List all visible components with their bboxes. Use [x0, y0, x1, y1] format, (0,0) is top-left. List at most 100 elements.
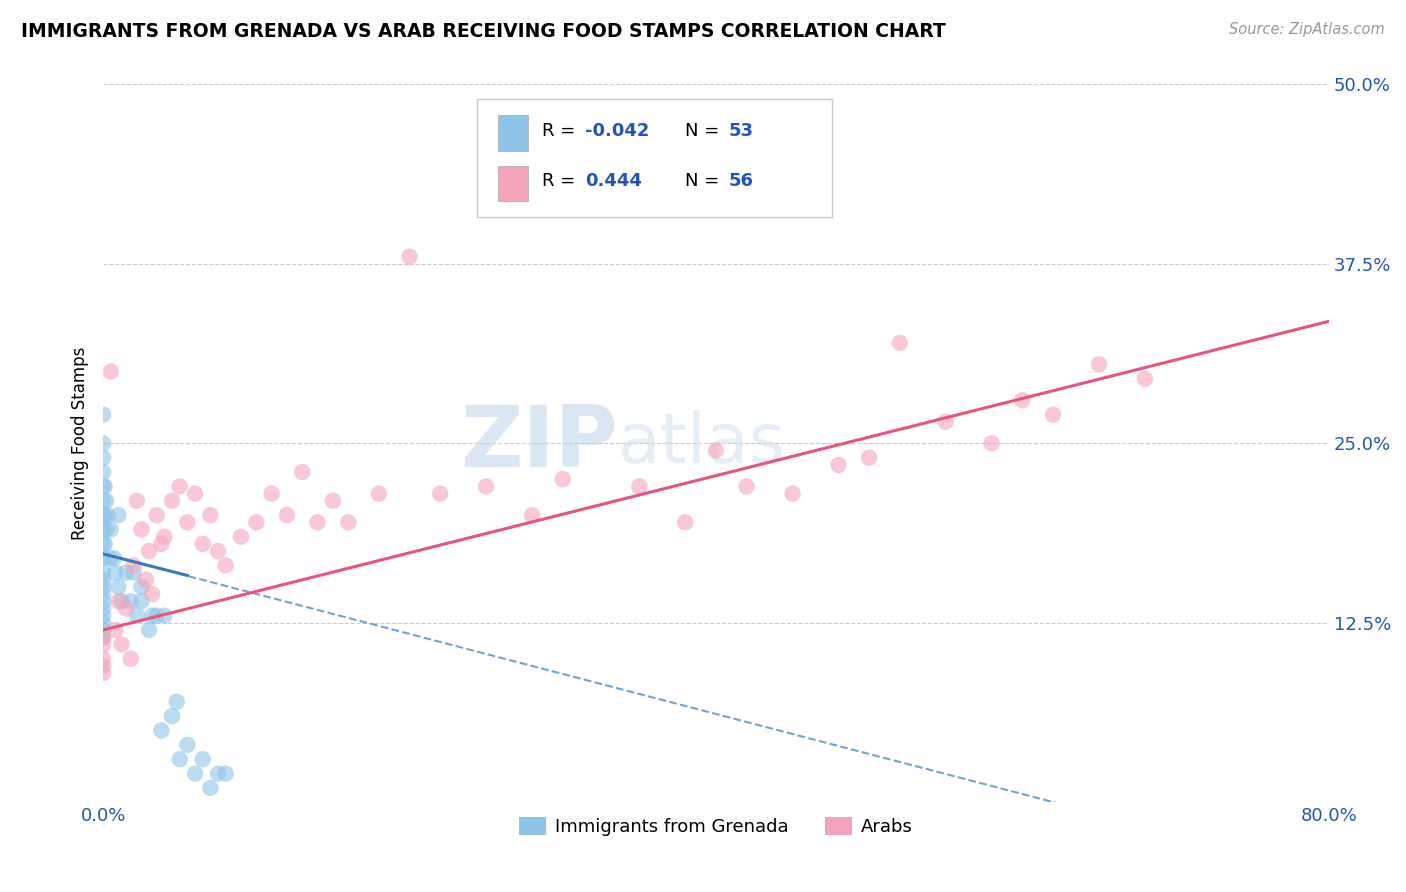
Point — [980, 436, 1002, 450]
Point — [245, 516, 267, 530]
Point — [91, 408, 114, 422]
Point — [91, 573, 114, 587]
Point — [104, 623, 127, 637]
Text: IMMIGRANTS FROM GRENADA VS ARAB RECEIVING FOOD STAMPS CORRELATION CHART: IMMIGRANTS FROM GRENADA VS ARAB RECEIVIN… — [21, 22, 946, 41]
Point — [91, 479, 114, 493]
Point — [91, 508, 114, 523]
Point — [98, 551, 121, 566]
Text: Source: ZipAtlas.com: Source: ZipAtlas.com — [1229, 22, 1385, 37]
Point — [91, 587, 114, 601]
Point — [215, 766, 238, 780]
FancyBboxPatch shape — [498, 115, 529, 152]
Point — [91, 630, 114, 644]
Point — [200, 780, 222, 795]
Point — [91, 666, 114, 681]
Point — [91, 566, 114, 580]
Point — [131, 594, 153, 608]
Point — [1042, 408, 1064, 422]
Point — [115, 566, 138, 580]
Point — [429, 486, 451, 500]
Point — [122, 558, 145, 573]
Point — [145, 608, 167, 623]
Text: R =: R = — [541, 172, 581, 190]
FancyBboxPatch shape — [498, 166, 529, 202]
Point — [337, 516, 360, 530]
Point — [91, 623, 114, 637]
Point — [141, 587, 163, 601]
Point — [91, 651, 114, 665]
Point — [107, 580, 129, 594]
Point — [91, 465, 114, 479]
Point — [166, 695, 188, 709]
Point — [260, 486, 283, 500]
Point — [153, 608, 176, 623]
Point — [91, 615, 114, 630]
Point — [475, 479, 498, 493]
Point — [120, 594, 142, 608]
Point — [96, 523, 118, 537]
Point — [1133, 372, 1156, 386]
Point — [91, 601, 114, 615]
Point — [153, 530, 176, 544]
Text: atlas: atlas — [617, 409, 786, 477]
Point — [104, 566, 127, 580]
Point — [307, 516, 329, 530]
Point — [827, 458, 849, 472]
Y-axis label: Receiving Food Stamps: Receiving Food Stamps — [72, 347, 89, 540]
Point — [103, 551, 125, 566]
Point — [131, 580, 153, 594]
Text: 53: 53 — [728, 122, 754, 140]
Point — [91, 594, 114, 608]
Point — [110, 594, 132, 608]
Point — [322, 493, 344, 508]
Point — [93, 508, 115, 523]
Point — [1088, 358, 1111, 372]
Point — [858, 450, 880, 465]
Point — [91, 436, 114, 450]
Point — [184, 766, 207, 780]
Point — [184, 486, 207, 500]
Point — [122, 566, 145, 580]
Point — [138, 623, 160, 637]
Point — [169, 752, 191, 766]
Point — [169, 479, 191, 493]
Point — [125, 608, 148, 623]
Point — [150, 537, 173, 551]
Point — [91, 537, 114, 551]
Point — [735, 479, 758, 493]
Text: 0.444: 0.444 — [585, 172, 641, 190]
Text: R =: R = — [541, 122, 581, 140]
Point — [628, 479, 651, 493]
Text: N =: N = — [685, 172, 725, 190]
Text: -0.042: -0.042 — [585, 122, 650, 140]
Point — [141, 608, 163, 623]
Point — [551, 472, 574, 486]
Text: 56: 56 — [728, 172, 754, 190]
Point — [207, 766, 229, 780]
Point — [93, 537, 115, 551]
Point — [91, 637, 114, 651]
Legend: Immigrants from Grenada, Arabs: Immigrants from Grenada, Arabs — [512, 810, 920, 844]
Point — [176, 516, 198, 530]
Point — [91, 493, 114, 508]
Point — [91, 551, 114, 566]
Point — [120, 651, 142, 665]
Point — [160, 709, 183, 723]
Point — [704, 443, 727, 458]
Point — [291, 465, 314, 479]
Text: N =: N = — [685, 122, 725, 140]
Point — [131, 523, 153, 537]
Point — [93, 479, 115, 493]
Point — [91, 630, 114, 644]
Point — [398, 250, 420, 264]
Point — [276, 508, 298, 523]
Point — [91, 580, 114, 594]
Point — [135, 573, 157, 587]
FancyBboxPatch shape — [477, 99, 832, 218]
Point — [100, 365, 122, 379]
Point — [889, 335, 911, 350]
Point — [100, 523, 122, 537]
Point — [97, 508, 120, 523]
Point — [91, 659, 114, 673]
Point — [782, 486, 804, 500]
